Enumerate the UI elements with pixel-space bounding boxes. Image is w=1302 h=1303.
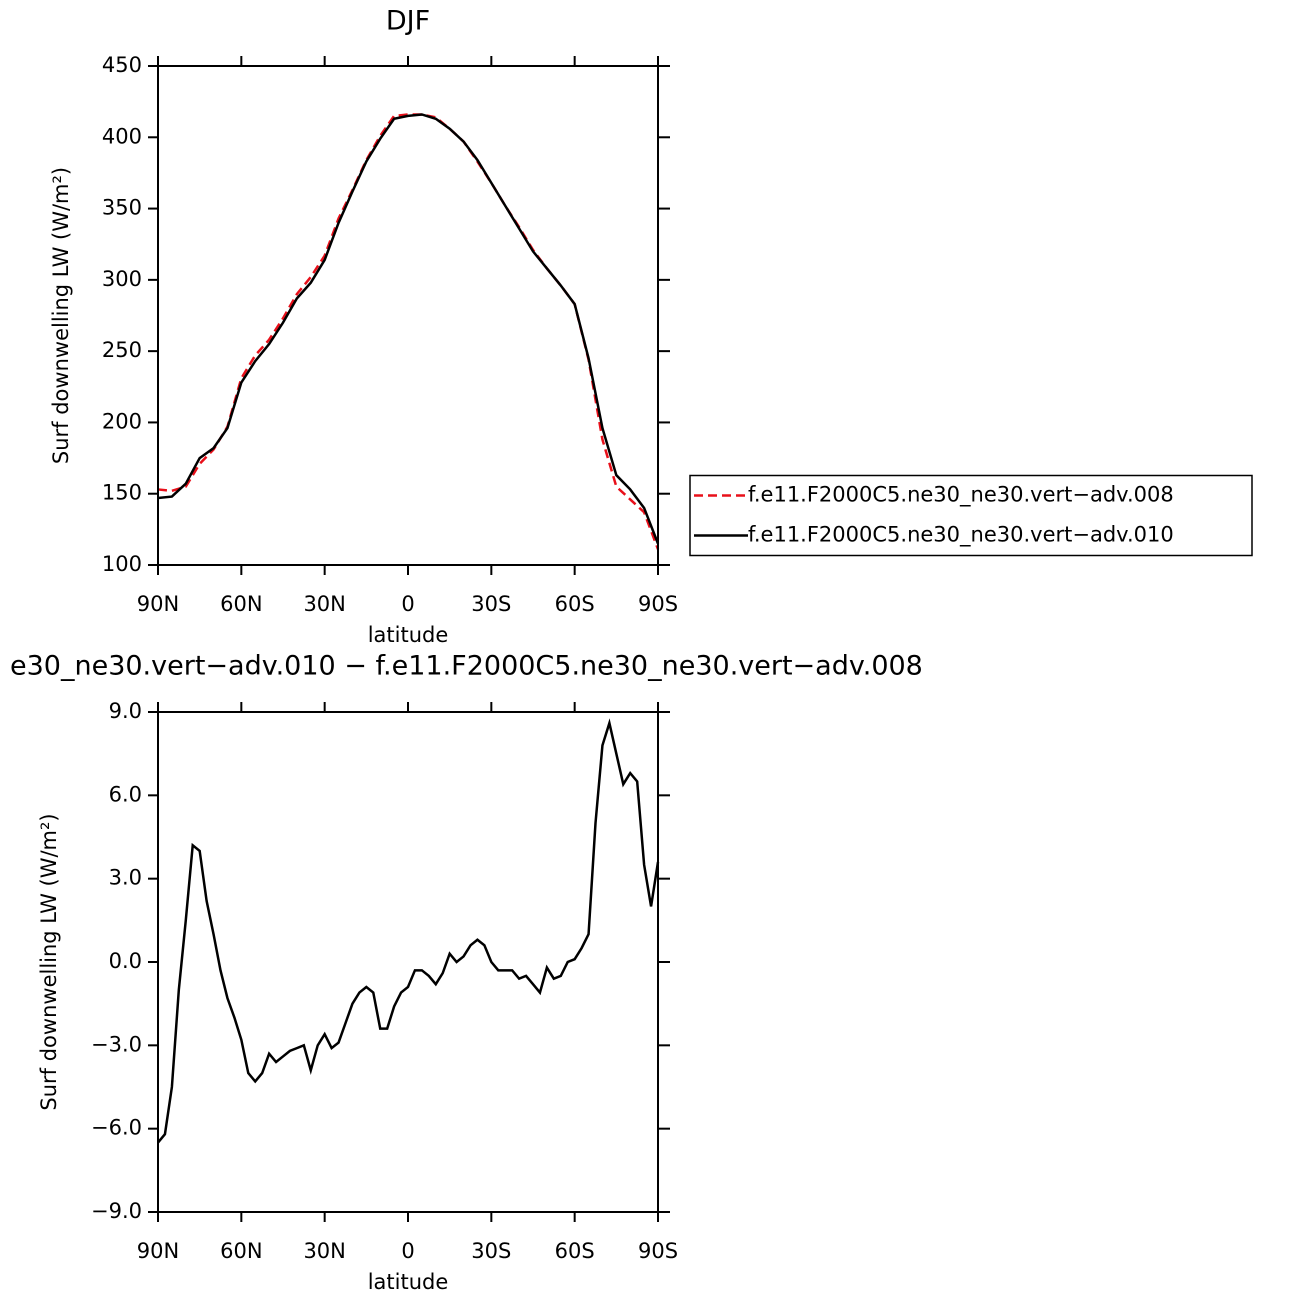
y-tick-label: 200	[102, 409, 142, 433]
chart-title: e30_ne30.vert−adv.010 − f.e11.F2000C5.ne…	[10, 651, 923, 682]
legend-label: f.e11.F2000C5.ne30_ne30.vert−adv.008	[748, 483, 1174, 508]
y-tick-label: 9.0	[109, 699, 142, 723]
x-tick-label: 30S	[471, 592, 511, 616]
x-tick-label: 30S	[471, 1239, 511, 1263]
x-tick-label: 30N	[303, 1239, 345, 1263]
x-tick-label: 30N	[303, 592, 345, 616]
x-tick-label: 90N	[137, 1239, 179, 1263]
y-tick-label: 250	[102, 338, 142, 362]
x-tick-label: 60S	[555, 592, 595, 616]
y-axis-label: Surf downwelling LW (W/m²)	[49, 167, 73, 464]
y-tick-label: 450	[102, 53, 142, 77]
y-tick-label: 150	[102, 481, 142, 505]
y-axis-label: Surf downwelling LW (W/m²)	[37, 813, 61, 1110]
x-tick-label: 90S	[638, 592, 678, 616]
x-tick-label: 90S	[638, 1239, 678, 1263]
x-axis-label: latitude	[368, 623, 449, 647]
y-tick-label: −3.0	[91, 1032, 142, 1056]
x-tick-label: 0	[401, 592, 414, 616]
y-tick-label: 400	[102, 124, 142, 148]
y-tick-label: 0.0	[109, 949, 142, 973]
legend-label: f.e11.F2000C5.ne30_ne30.vert−adv.010	[748, 523, 1174, 548]
y-tick-label: 3.0	[109, 866, 142, 890]
y-tick-label: −6.0	[91, 1116, 142, 1140]
data-line	[157, 718, 660, 1144]
data-line	[157, 113, 660, 545]
x-tick-label: 60S	[555, 1239, 595, 1263]
x-tick-label: 90N	[137, 592, 179, 616]
x-tick-label: 60N	[220, 592, 262, 616]
y-tick-label: 350	[102, 196, 142, 220]
x-axis-label: latitude	[368, 1270, 449, 1294]
x-tick-label: 60N	[220, 1239, 262, 1263]
y-tick-label: −9.0	[91, 1199, 142, 1223]
plot-frame	[157, 711, 659, 1213]
y-tick-label: 100	[102, 552, 142, 576]
legend-box	[689, 474, 1253, 557]
chart-title: DJF	[386, 6, 430, 37]
plot-frame	[157, 65, 659, 566]
y-tick-label: 300	[102, 267, 142, 291]
y-tick-label: 6.0	[109, 782, 142, 806]
x-tick-label: 0	[401, 1239, 414, 1263]
